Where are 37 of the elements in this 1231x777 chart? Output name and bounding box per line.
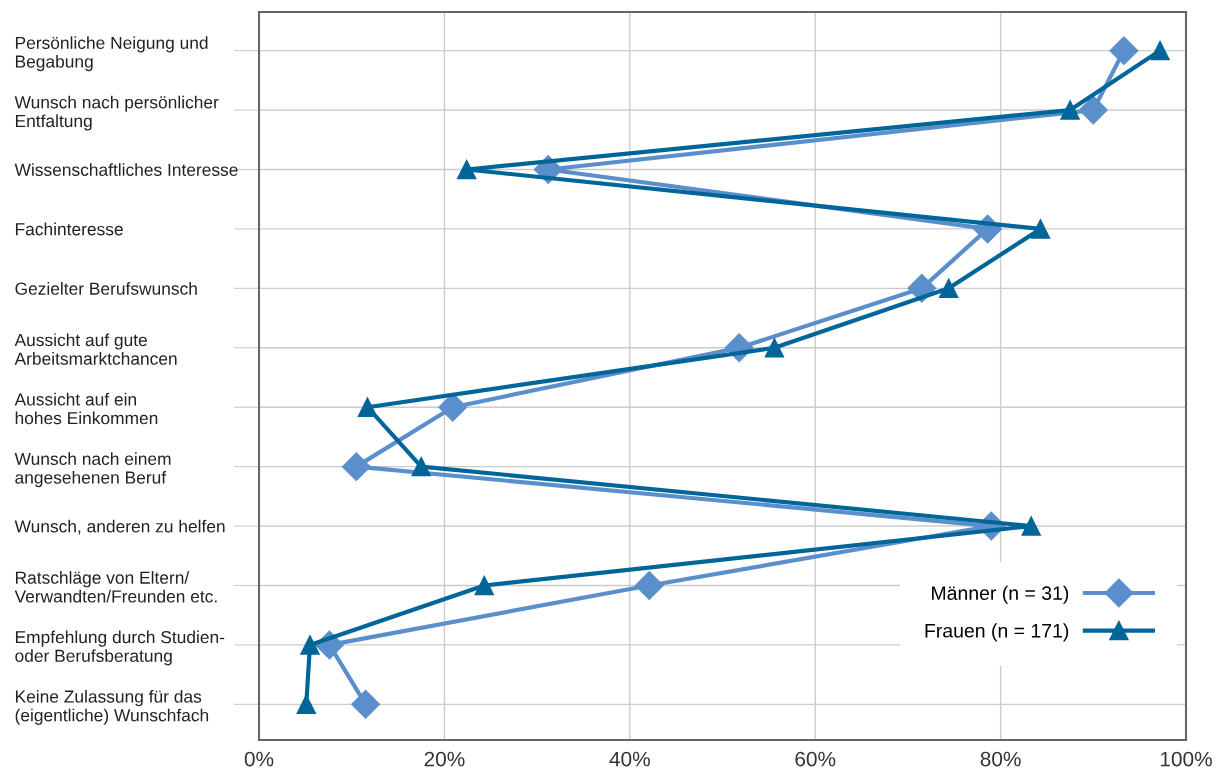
point <box>456 159 477 180</box>
y-tick-label: Wissenschaftliches Interesse <box>14 163 238 176</box>
y-tick-label: Fachinteresse <box>15 222 123 236</box>
point <box>1109 36 1139 66</box>
point <box>1078 95 1108 125</box>
point <box>341 452 371 482</box>
point <box>1060 100 1080 120</box>
point <box>351 689 381 719</box>
y-tick-label: Aussicht auf ein hohes Einkommen <box>14 392 158 425</box>
point <box>938 278 959 299</box>
x-tick-label: 60% <box>795 751 836 767</box>
y-tick-label: Ratschläge von Eltern/ Verwandten/Freunden etc. <box>14 571 217 603</box>
y-tick-label: Persönliche Neigung und Begabung <box>15 36 208 72</box>
point <box>296 694 316 715</box>
point <box>1150 40 1170 61</box>
point <box>474 575 494 596</box>
x-tick-label: 0% <box>244 751 274 767</box>
y-tick-label: Gezielter Berufswunsch <box>15 282 197 295</box>
x-tick-label: 20% <box>424 751 465 767</box>
y-tick-label: Wunsch nach einem angesehenen Beruf <box>14 452 171 488</box>
point <box>764 338 785 358</box>
point <box>1030 219 1051 239</box>
point <box>300 635 320 655</box>
y-tick-label: Keine Zulassung für das (eigentliche) Wunschfach <box>15 689 209 725</box>
y-tick-label: Wunsch, anderen zu helfen <box>14 519 225 535</box>
point <box>1021 516 1041 536</box>
y-tick-label: Aussicht auf gute Arbeitsmarktchancen <box>14 333 177 365</box>
x-tick-label: 40% <box>609 751 650 767</box>
x-tick-label: 80% <box>980 751 1021 767</box>
point <box>357 397 378 417</box>
legend-label: Männer (n = 31) <box>932 585 1069 604</box>
y-tick-label: Wunsch nach persönlicher Entfaltung <box>14 95 219 131</box>
x-tick-label: 100% <box>1160 751 1212 767</box>
y-tick-label: Empfehlung durch Studien- oder Berufsberatung <box>15 630 225 666</box>
point <box>634 571 664 600</box>
legend-label: Frauen (n = 171) <box>925 623 1069 642</box>
point <box>411 456 431 477</box>
